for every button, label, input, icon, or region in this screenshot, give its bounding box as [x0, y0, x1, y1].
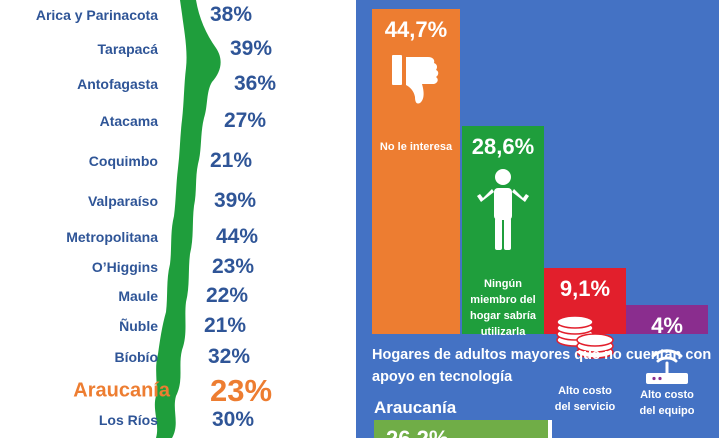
region-label: Tarapacá	[97, 41, 158, 57]
region-value: 22%	[206, 284, 249, 307]
region-label: Coquimbo	[88, 153, 158, 169]
reason-value: 44,7%	[384, 17, 448, 42]
region-label: Maule	[118, 288, 158, 304]
coin-stack-icon	[553, 310, 617, 365]
region-label: Araucanía	[73, 379, 170, 402]
reason-label: Alto costo del equipo	[639, 388, 695, 417]
chart-caption: Hogares de adultos mayores que no cuenta…	[372, 347, 712, 385]
region-value: 21%	[210, 149, 253, 172]
region-box-label: Araucanía	[374, 398, 457, 417]
region-label: Atacama	[99, 113, 158, 129]
chile-map-icon	[154, 0, 221, 438]
reason-bar: 44,7% No le interesa	[372, 9, 460, 334]
region-bar	[374, 420, 548, 438]
region-label: Valparaíso	[87, 193, 158, 209]
reasons-bars: 44,7% No le interesa 28,6% Ningún miembro d…	[356, 0, 719, 417]
reason-label: Alto costo del servicio	[554, 384, 616, 413]
regions-panel: Arica y Parinacota 38% Tarapacá 39% Antofaga…	[0, 0, 356, 438]
reasons-panel: 44,7% No le interesa 28,6% Ningún miembro d…	[356, 0, 719, 438]
region-value: 30%	[212, 408, 255, 431]
reason-value: 9,1%	[559, 275, 611, 301]
reason-bar: 9,1% Alto costo del servicio	[544, 267, 626, 413]
wifi-router-icon	[642, 347, 692, 392]
region-label: Los Ríos	[98, 412, 158, 428]
region-label: Arica y Parinacota	[35, 7, 158, 23]
region-value: 36%	[234, 72, 277, 95]
thumbs-down-icon	[388, 51, 444, 116]
region-value: 21%	[204, 314, 247, 337]
region-value: 27%	[224, 109, 267, 132]
region-value: 23%	[212, 255, 255, 278]
region-label: Metropolitana	[66, 229, 158, 245]
reason-label: Ningún miembro del hogar sabría utilizar…	[469, 278, 537, 339]
region-value: 23%	[210, 373, 273, 408]
region-value: 32%	[208, 345, 251, 368]
region-value: 39%	[230, 37, 273, 60]
region-value: 44%	[216, 225, 259, 248]
reason-bar: 4% Alto costo del equipo	[626, 304, 708, 417]
region-value: 39%	[214, 189, 257, 212]
reason-value: 4%	[651, 312, 683, 338]
reason-bar: 28,6% Ningún miembro del hogar sabría uti…	[462, 126, 544, 338]
region-value: 38%	[210, 3, 253, 26]
reason-label: No le interesa	[379, 141, 453, 153]
region-label: Ñuble	[119, 318, 158, 334]
region-label: Bíobío	[114, 349, 158, 365]
region-bar-value: 26,2%	[386, 426, 448, 438]
reason-value: 28,6%	[471, 134, 535, 160]
region-label: Antofagasta	[77, 76, 158, 92]
region-label: O’Higgins	[91, 259, 158, 275]
shrugging-person-icon	[475, 168, 531, 259]
